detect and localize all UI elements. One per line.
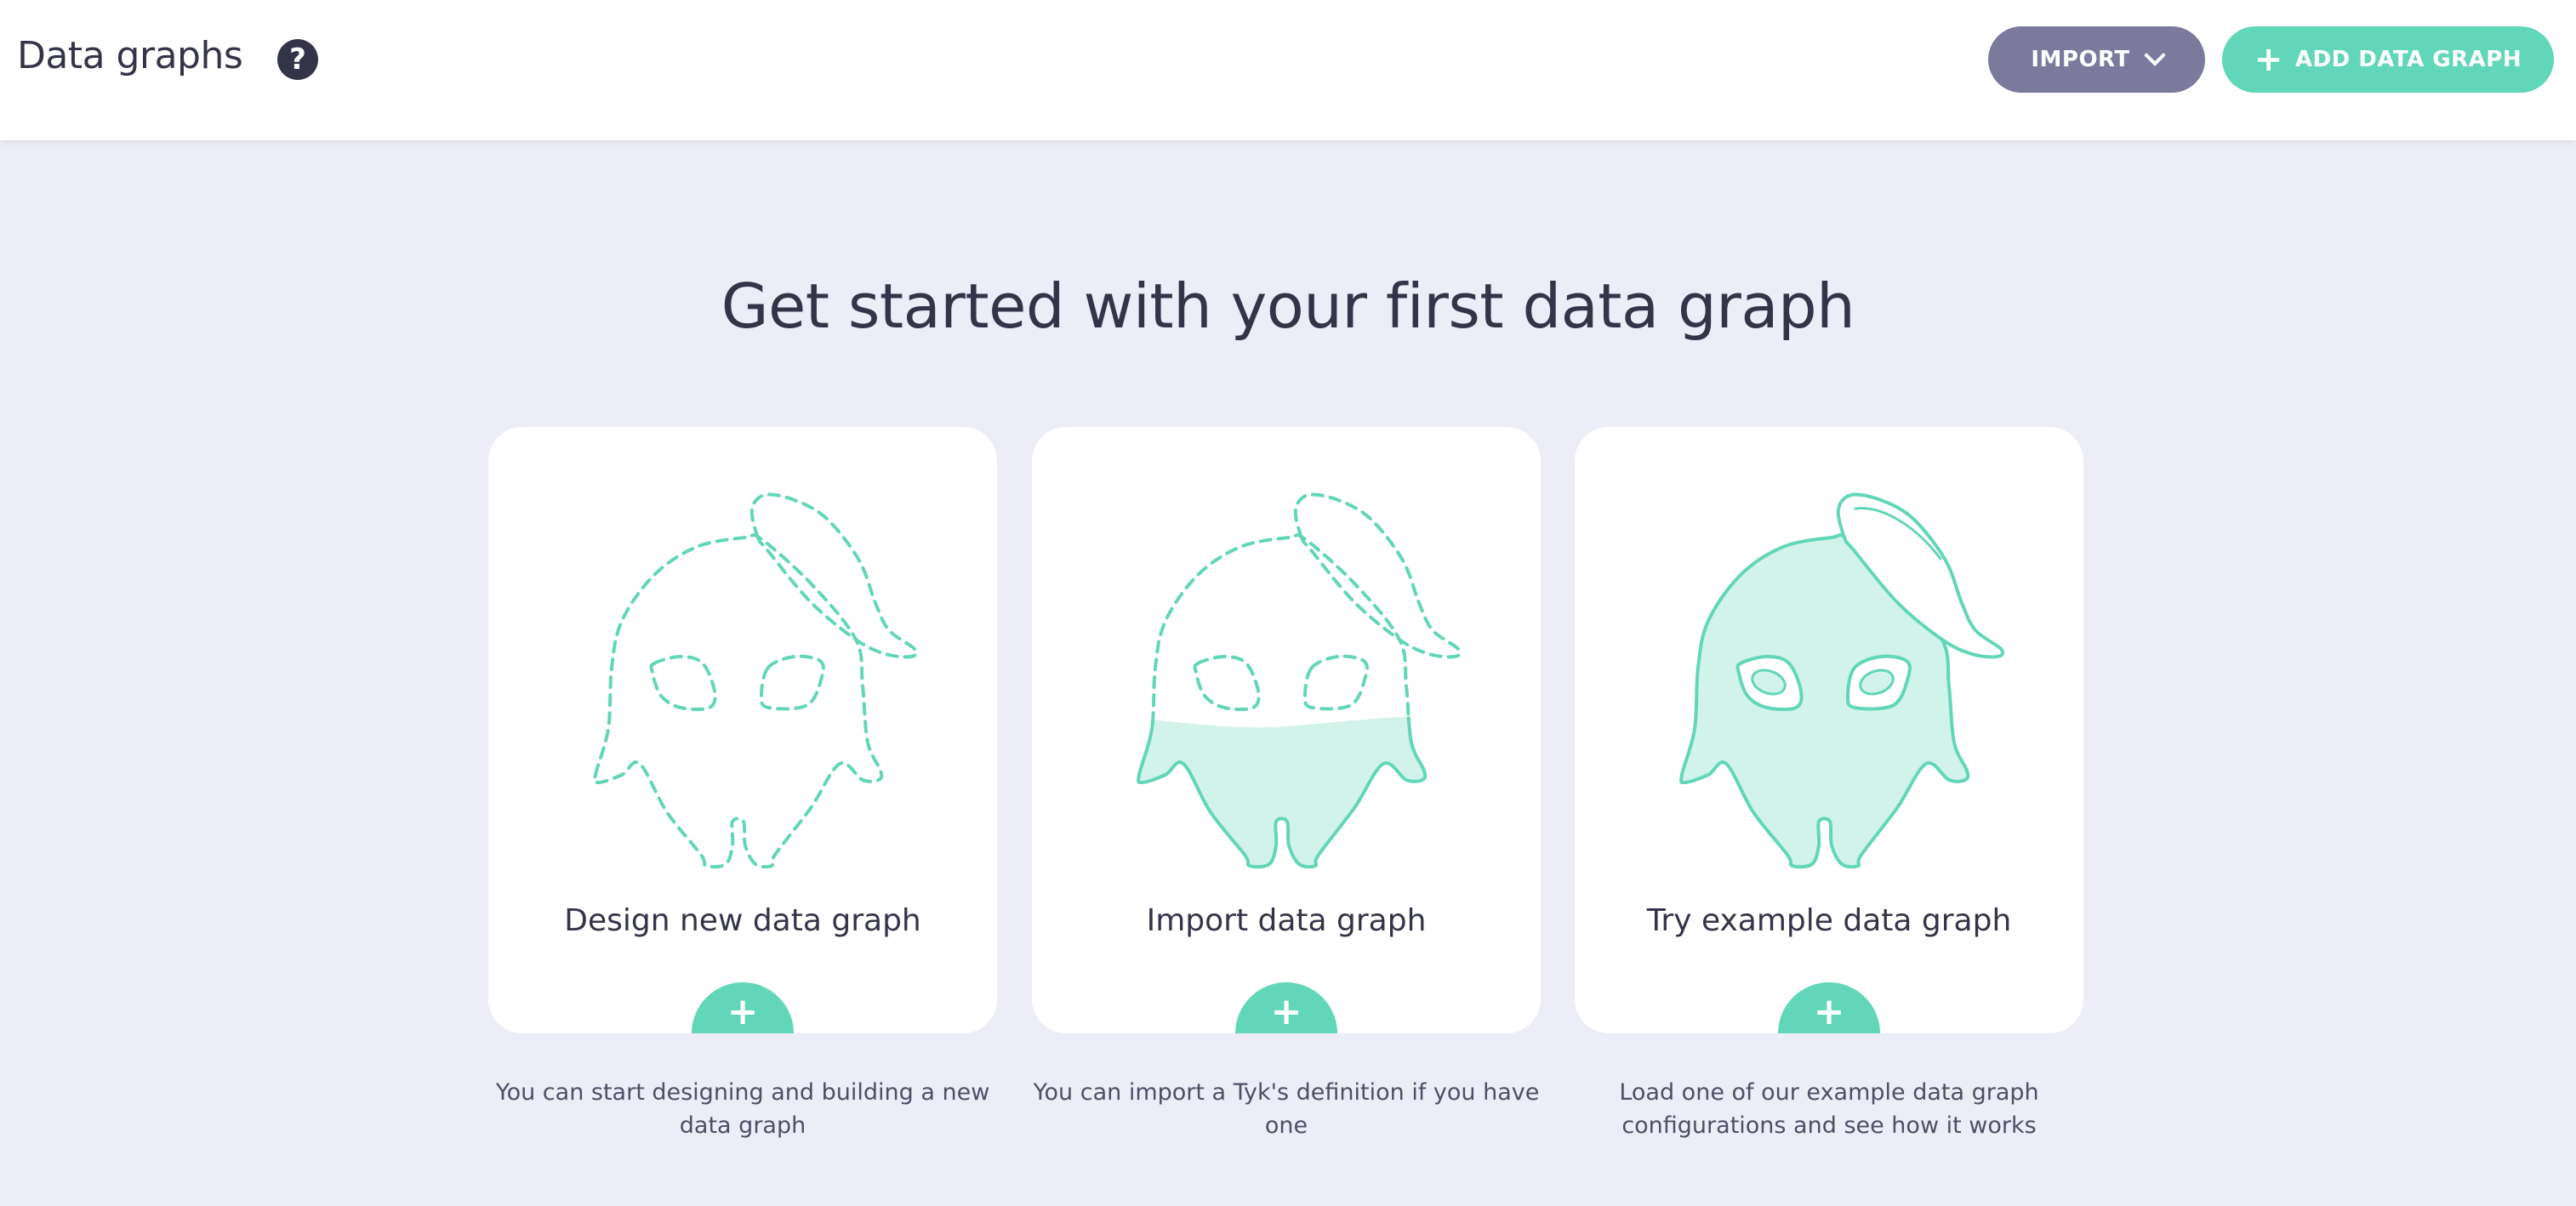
left-eye [649,655,717,712]
card-description: You can import a Tyk's definition if you… [1033,1079,1540,1139]
page-title: Data graphs [17,34,243,77]
import-label: IMPORT [2031,47,2130,72]
leaf-hair [749,492,919,659]
card-title: Import data graph [1146,903,1427,938]
pupil [1859,668,1895,696]
card-title: Try example data graph [1646,903,2012,938]
filled-mascot-illustration [1679,492,2005,869]
half-filled-mascot-illustration [1137,492,1462,869]
right-eye [759,654,825,711]
left-eye [1193,655,1261,712]
card-design-new[interactable]: Design new data graph + [488,427,997,1033]
headline: Get started with your first data graph [721,270,1855,342]
help-icon[interactable]: ? [277,39,318,80]
add-data-graph-button[interactable]: + ADD DATA GRAPH [2222,26,2554,93]
card-description: You can start designing and building a n… [495,1079,990,1139]
right-eye [1302,654,1369,711]
plus-icon: + [2254,40,2283,79]
plus-button[interactable]: + [1778,982,1880,1033]
body-fill [1138,714,1426,868]
header: Data graphs ? IMPORT + ADD DATA GRAPH [0,0,2576,140]
body-outline-solid [1137,714,1428,869]
import-button[interactable]: IMPORT [1988,26,2205,93]
body-outline [1679,532,1970,869]
plus-button[interactable]: + [1235,982,1337,1033]
leaf-hair [1293,492,1462,659]
body-outline [593,532,884,869]
card-description: Load one of our example data graph confi… [1619,1079,2039,1139]
card-title: Design new data graph [564,903,921,938]
pupil [1751,668,1787,696]
leaf-inner-line [1854,507,1942,560]
dashed-mascot-illustration [593,492,919,869]
card-import[interactable]: Import data graph + [1032,427,1541,1033]
chevron-down-icon [2143,44,2166,66]
add-data-graph-label: ADD DATA GRAPH [2294,47,2522,72]
leaf-hair [1836,492,2005,659]
card-example[interactable]: Try example data graph + [1575,427,2083,1033]
body-outline-dashed [1137,532,1428,728]
plus-button[interactable]: + [692,982,794,1033]
